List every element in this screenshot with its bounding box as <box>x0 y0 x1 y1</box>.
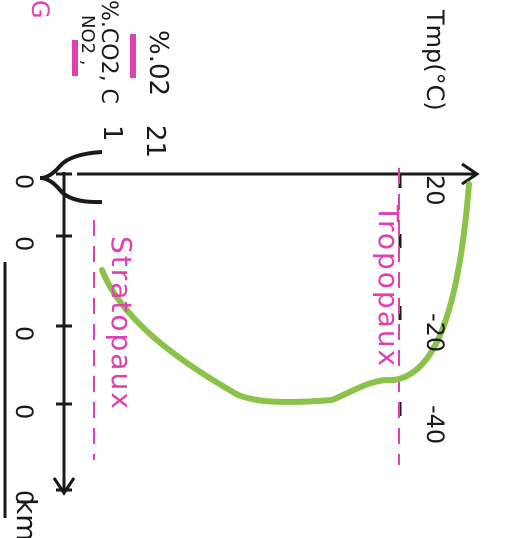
temperature-curve <box>99 181 472 406</box>
altitude-axis-arrow <box>52 477 76 496</box>
x-axis-label: Tmp(°C) <box>421 9 449 111</box>
y-tick-label: 0 <box>10 490 38 505</box>
note-line1-number: 21 <box>140 125 170 158</box>
note-line2-percent: %.CO2, C <box>96 0 121 104</box>
note-line2-number: 1 <box>97 125 127 142</box>
altitude-ticks <box>56 172 72 492</box>
temperature-axis-arrow <box>461 162 480 186</box>
edge-letter: G <box>26 0 54 19</box>
note-line1-percent: %.02 <box>143 30 173 96</box>
x-tick-label: -40 <box>421 405 449 444</box>
highlight-mark <box>72 40 78 76</box>
y-tick-label: 0 <box>10 404 38 419</box>
stratopause-label: Stratopaux <box>105 236 138 411</box>
x-tick-label: -20 <box>421 313 449 352</box>
y-tick-label: 0 <box>10 174 38 189</box>
brace <box>39 150 103 205</box>
y-tick-label: 0 <box>10 326 38 341</box>
tropopause-label: Tropopaux <box>372 204 405 368</box>
note-line2-sub: NO2 , <box>77 15 98 66</box>
highlight-mark <box>130 34 136 78</box>
y-tick-label: 0 <box>10 236 38 251</box>
x-tick-label: 20 <box>421 175 449 206</box>
y-unit-label: km <box>10 498 43 538</box>
